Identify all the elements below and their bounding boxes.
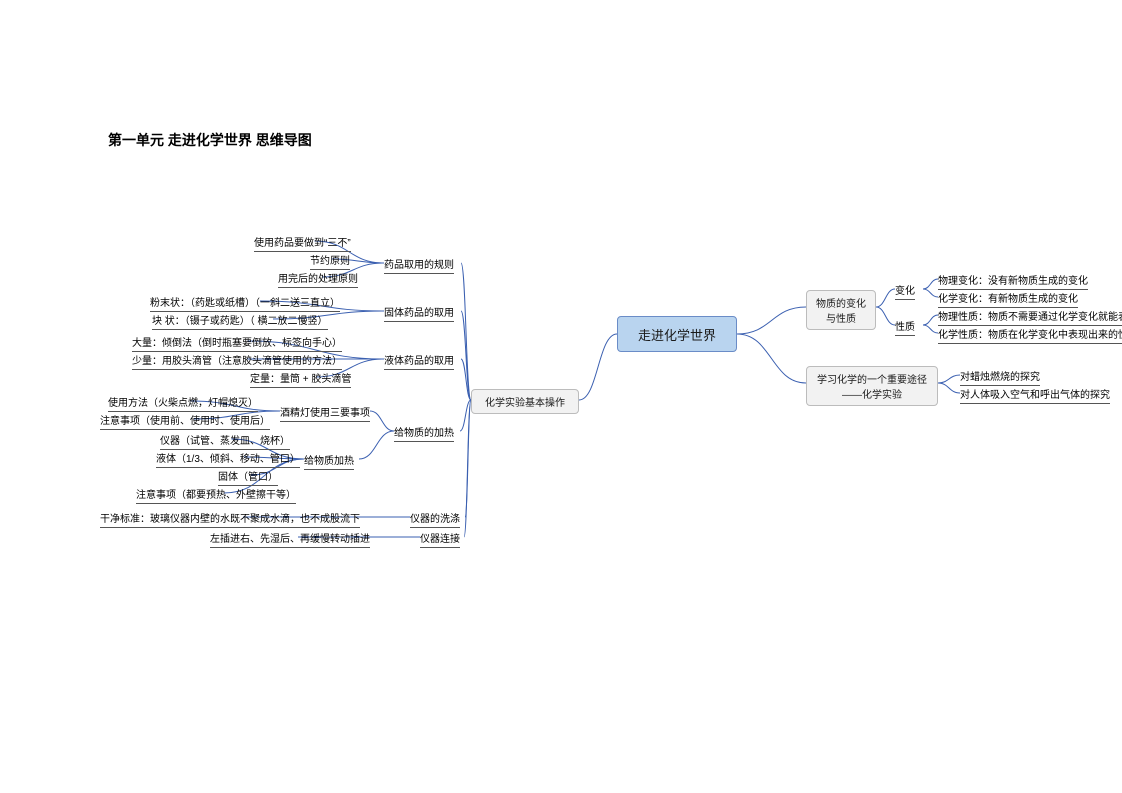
sub-label: 仪器的洗涤 bbox=[410, 510, 460, 528]
leaf-text: 用完后的处理原则 bbox=[278, 270, 358, 288]
sub-label: 给物质的加热 bbox=[394, 424, 454, 442]
left-branch-node: 化学实验基本操作 bbox=[471, 389, 579, 414]
leaf-text: 少量：用胶头滴管（注意胶头滴管使用的方法） bbox=[132, 352, 342, 370]
leaf-text: 使用方法（火柴点燃，灯帽熄灭） bbox=[108, 394, 258, 412]
leaf-text: 物理性质：物质不需要通过化学变化就能表现出来的性质 bbox=[938, 308, 1122, 326]
leaf-text: 左插进右、先湿后、再缓慢转动插进 bbox=[210, 530, 370, 548]
root-node: 走进化学世界 bbox=[617, 316, 737, 352]
sub-label: 仪器连接 bbox=[420, 530, 460, 548]
leaf-text: 化学性质：物质在化学变化中表现出来的性质 bbox=[938, 326, 1122, 344]
leaf-text: 使用药品要做到“三不” bbox=[254, 234, 351, 252]
leaf-text: 注意事项（都要预热、外壁擦干等） bbox=[136, 486, 296, 504]
sub-label: 固体药品的取用 bbox=[384, 304, 454, 322]
leaf-text: 大量：倾倒法（倒时瓶塞要倒放、标签向手心） bbox=[132, 334, 342, 352]
leaf-text: 固体（管口） bbox=[218, 468, 278, 486]
leaf-text: 化学变化：有新物质生成的变化 bbox=[938, 290, 1078, 308]
page-canvas: 第一单元 走进化学世界 思维导图 走进化学世界 物质的变化与性质 变化 物理变化：没有… bbox=[0, 0, 1122, 793]
sub-label: 药品取用的规则 bbox=[384, 256, 454, 274]
sub-label: 变化 bbox=[895, 282, 915, 300]
leaf-text: 液体（1/3、倾斜、移动、管口） bbox=[156, 450, 300, 468]
leaf-text: 节约原则 bbox=[310, 252, 350, 270]
leaf-text: 干净标准：玻璃仪器内壁的水既不聚成水滴，也不成股流下 bbox=[100, 510, 360, 528]
leaf-text: 仪器（试管、蒸发皿、烧杯） bbox=[160, 432, 290, 450]
sub-label: 酒精灯使用三要事项 bbox=[280, 404, 370, 422]
leaf-text: 块 状：（镊子或药匙）（ 横二放二慢竖） bbox=[152, 312, 328, 330]
sub-label: 液体药品的取用 bbox=[384, 352, 454, 370]
right-branch-node: 学习化学的一个重要途径——化学实验 bbox=[806, 366, 938, 406]
leaf-text: 注意事项（使用前、使用时、使用后） bbox=[100, 412, 270, 430]
leaf-text: 定量：量筒 + 胶头滴管 bbox=[250, 370, 351, 388]
page-title: 第一单元 走进化学世界 思维导图 bbox=[108, 130, 312, 150]
leaf-text: 物理变化：没有新物质生成的变化 bbox=[938, 272, 1088, 290]
sub-label: 性质 bbox=[895, 318, 915, 336]
right-branch-node: 物质的变化与性质 bbox=[806, 290, 876, 330]
leaf-text: 粉末状：（药匙或纸槽）（一斜二送三直立） bbox=[150, 294, 340, 312]
sub-label: 给物质加热 bbox=[304, 452, 354, 470]
leaf-text: 对蜡烛燃烧的探究 bbox=[960, 368, 1040, 386]
leaf-text: 对人体吸入空气和呼出气体的探究 bbox=[960, 386, 1110, 404]
